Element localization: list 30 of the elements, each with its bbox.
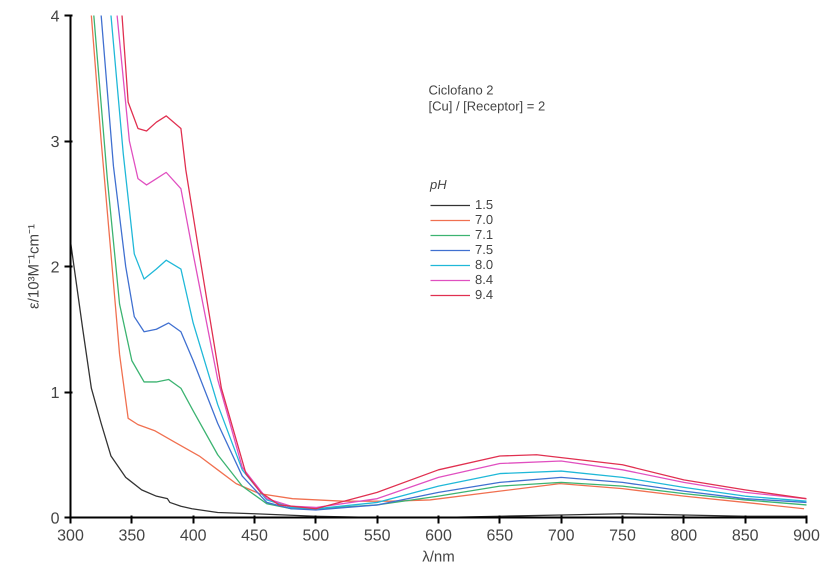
x-tick-label: 600	[425, 528, 452, 544]
x-tick-label: 450	[241, 528, 268, 544]
y-tick-label: 3	[50, 134, 60, 151]
x-tick-label: 900	[793, 528, 820, 544]
x-tick-label: 550	[364, 528, 391, 544]
annotation: Ciclofano 2	[428, 82, 494, 98]
legend-label: 7.0	[475, 212, 494, 227]
x-tick-label: 400	[180, 528, 207, 544]
legend-label: 8.0	[475, 257, 494, 272]
legend-label: 8.4	[475, 272, 494, 287]
y-tick-label: 4	[50, 8, 60, 26]
x-tick-label: 350	[118, 528, 146, 544]
legend-label: 1.5	[475, 197, 494, 212]
x-tick-label: 700	[548, 528, 575, 544]
legend-label: 7.5	[475, 242, 494, 257]
y-tick-label: 1	[50, 385, 60, 402]
legend-label: 9.4	[475, 287, 494, 302]
x-tick-label: 800	[670, 528, 698, 544]
x-tick-label: 300	[57, 528, 84, 544]
x-tick-label: 650	[486, 528, 514, 544]
y-tick-label: 0	[50, 510, 60, 528]
x-axis-title: λ/nm	[422, 548, 455, 566]
y-tick-label: 2	[50, 260, 60, 276]
x-tick-label: 850	[732, 528, 759, 544]
annotation: [Cu] / [Receptor] = 2	[428, 98, 546, 114]
legend-label: 7.1	[475, 227, 494, 242]
legend-title: pH	[430, 177, 448, 192]
x-tick-label: 500	[302, 528, 330, 544]
y-axis-title: ε/10³M⁻¹cm⁻¹	[26, 224, 43, 310]
x-tick-label: 750	[609, 528, 636, 544]
